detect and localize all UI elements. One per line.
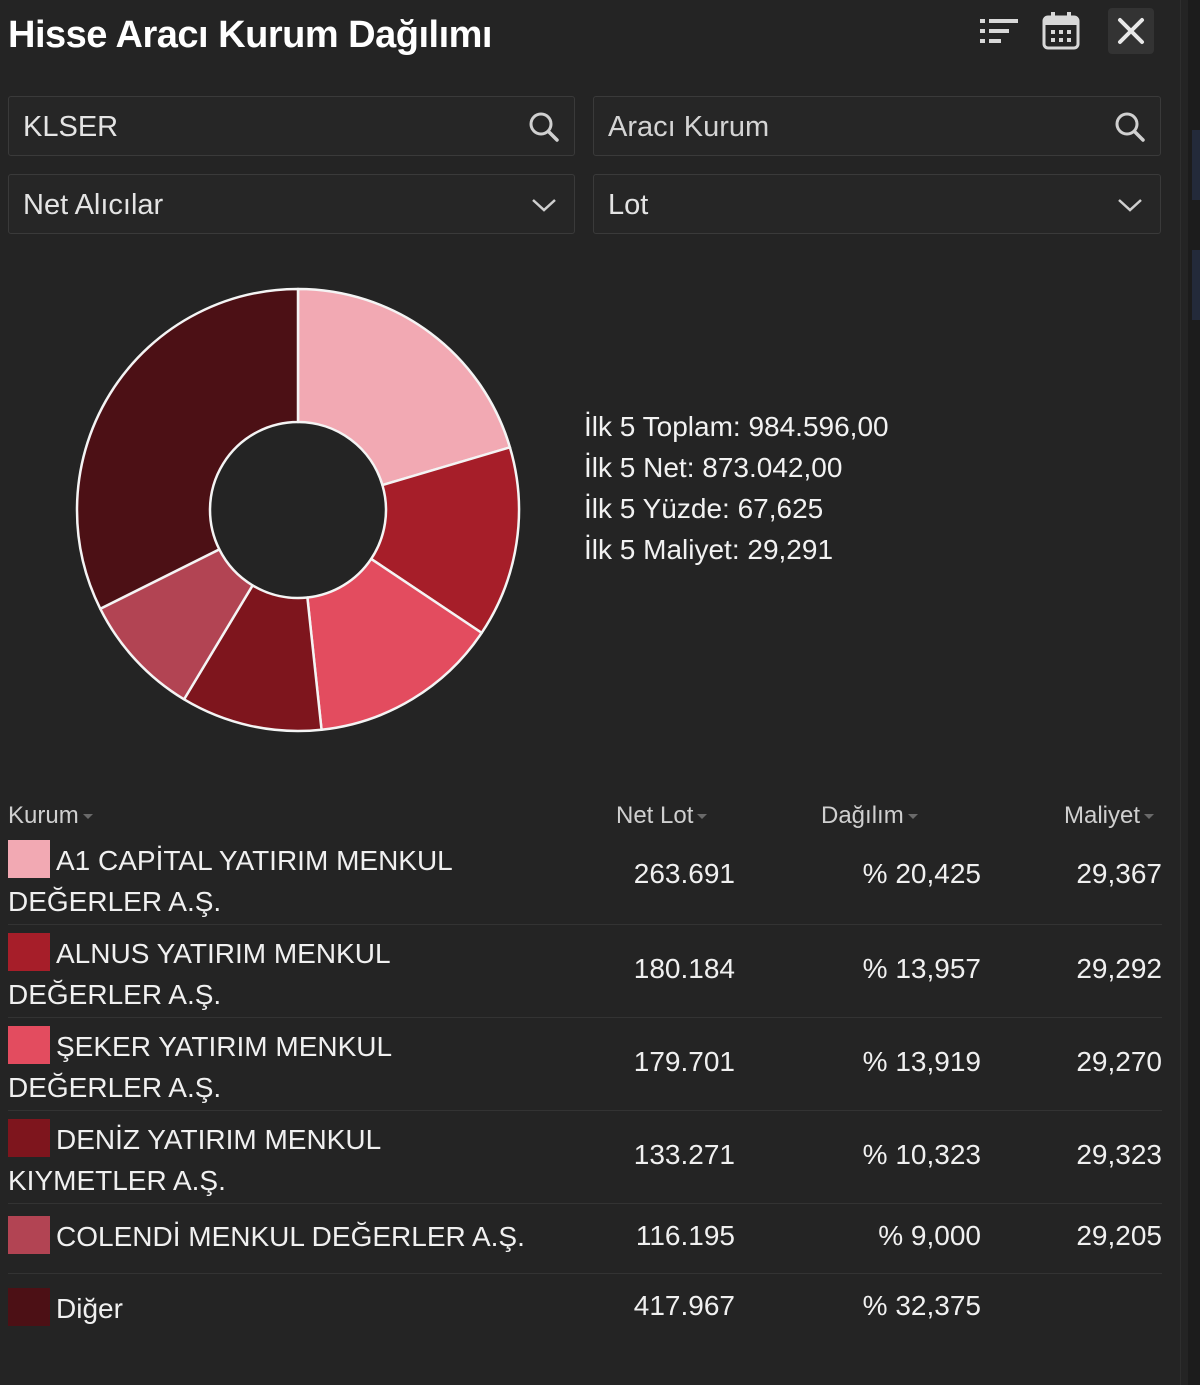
cost-cell: 29,292 [1076,953,1162,984]
donut-chart-svg [75,287,521,733]
chevron-down-icon [526,187,562,223]
table-row[interactable]: DENİZ YATIRIM MENKUL KIYMETLER A.Ş. 133.2… [8,1111,1162,1204]
broker-name-cont: DEĞERLER A.Ş. [8,1072,222,1103]
legend-swatch [8,933,50,971]
unit-select-value: Lot [608,189,649,221]
table-row[interactable]: ALNUS YATIRIM MENKUL DEĞERLER A.Ş. 180.18… [8,925,1162,1018]
net-lot-cell: 116.195 [635,1220,735,1251]
cost-cell: 29,205 [1076,1220,1162,1251]
window-edge [1188,0,1200,1385]
summary-block: İlk 5 Toplam: 984.596,00 İlk 5 Net: 873.… [584,406,889,570]
sort-caret-icon [82,814,93,820]
donut-chart [60,270,540,750]
cost-cell: 29,323 [1076,1139,1162,1170]
legend-swatch [8,1119,50,1157]
close-button[interactable] [1108,8,1154,54]
net-lot-cell: 417.967 [633,1290,735,1321]
distribution-cell: % 9,000 [878,1220,981,1251]
sort-caret-icon [907,814,918,820]
broker-table: Kurum Net Lot Dağılım Maliyet A1 CAPİTAL… [8,800,1162,1348]
table-row[interactable]: ŞEKER YATIRIM MENKUL DEĞERLER A.Ş. 179.70… [8,1018,1162,1111]
distribution-cell: % 20,425 [862,858,981,889]
column-header-maliyet[interactable]: Maliyet [1064,802,1155,830]
net-lot-cell: 179.701 [633,1046,735,1077]
page-title: Hisse Aracı Kurum Dağılımı [8,14,492,56]
net-lot-cell: 263.691 [633,858,735,889]
broker-search-input[interactable]: Aracı Kurum [593,96,1161,156]
broker-name: ŞEKER YATIRIM MENKUL [56,1031,393,1062]
summary-percent: İlk 5 Yüzde: 67,625 [584,493,824,524]
chevron-down-icon [1112,187,1148,223]
donut-slice[interactable] [75,287,300,611]
search-icon[interactable] [1112,109,1148,145]
distribution-cell: % 13,957 [862,953,981,984]
distribution-cell: % 13,919 [862,1046,981,1077]
sort-list-icon[interactable] [976,8,1022,54]
legend-swatch [8,1288,50,1326]
table-row[interactable]: Diğer 417.967 % 32,375 [8,1274,1162,1348]
cost-cell: 29,270 [1076,1046,1162,1077]
distribution-cell: % 10,323 [862,1139,981,1170]
broker-name: DENİZ YATIRIM MENKUL [56,1124,382,1155]
donut-slice[interactable] [296,287,512,487]
net-lot-cell: 180.184 [633,953,735,984]
table-header: Kurum Net Lot Dağılım Maliyet [8,800,1162,836]
donut-slice[interactable] [306,557,483,731]
broker-name-cont: DEĞERLER A.Ş. [8,979,222,1010]
side-select-value: Net Alıcılar [23,189,164,221]
net-lot-cell: 133.271 [633,1139,735,1170]
summary-net: İlk 5 Net: 873.042,00 [584,452,843,483]
column-header-dagilim[interactable]: Dağılım [821,802,918,830]
legend-swatch [8,1216,50,1254]
unit-select[interactable]: Lot [593,174,1161,234]
distribution-cell: % 32,375 [862,1290,981,1321]
cost-cell: 29,367 [1076,858,1162,889]
table-row[interactable]: A1 CAPİTAL YATIRIM MENKUL DEĞERLER A.Ş. 2… [8,836,1162,925]
broker-name: COLENDİ MENKUL DEĞERLER A.Ş. [56,1221,525,1252]
broker-name-cont: KIYMETLER A.Ş. [8,1165,226,1196]
broker-name: A1 CAPİTAL YATIRIM MENKUL [56,845,453,876]
column-header-net-lot[interactable]: Net Lot [616,802,708,830]
column-header-kurum[interactable]: Kurum [8,802,93,830]
calendar-icon[interactable] [1038,8,1084,54]
summary-total: İlk 5 Toplam: 984.596,00 [584,411,889,442]
legend-swatch [8,1026,50,1064]
broker-name: Diğer [56,1293,123,1324]
symbol-search-value: KLSER [23,111,119,143]
table-row[interactable]: COLENDİ MENKUL DEĞERLER A.Ş. 116.195 % 9… [8,1204,1162,1274]
summary-cost: İlk 5 Maliyet: 29,291 [584,534,834,565]
side-select[interactable]: Net Alıcılar [8,174,575,234]
symbol-search-input[interactable]: KLSER [8,96,575,156]
donut-slice[interactable] [369,446,521,635]
broker-name-cont: DEĞERLER A.Ş. [8,886,222,917]
sort-caret-icon [1144,814,1155,820]
broker-name: ALNUS YATIRIM MENKUL [56,938,391,969]
close-icon [1118,18,1144,44]
search-icon[interactable] [526,109,562,145]
broker-search-placeholder: Aracı Kurum [608,111,770,143]
sort-caret-icon [697,814,708,820]
legend-swatch [8,840,50,878]
